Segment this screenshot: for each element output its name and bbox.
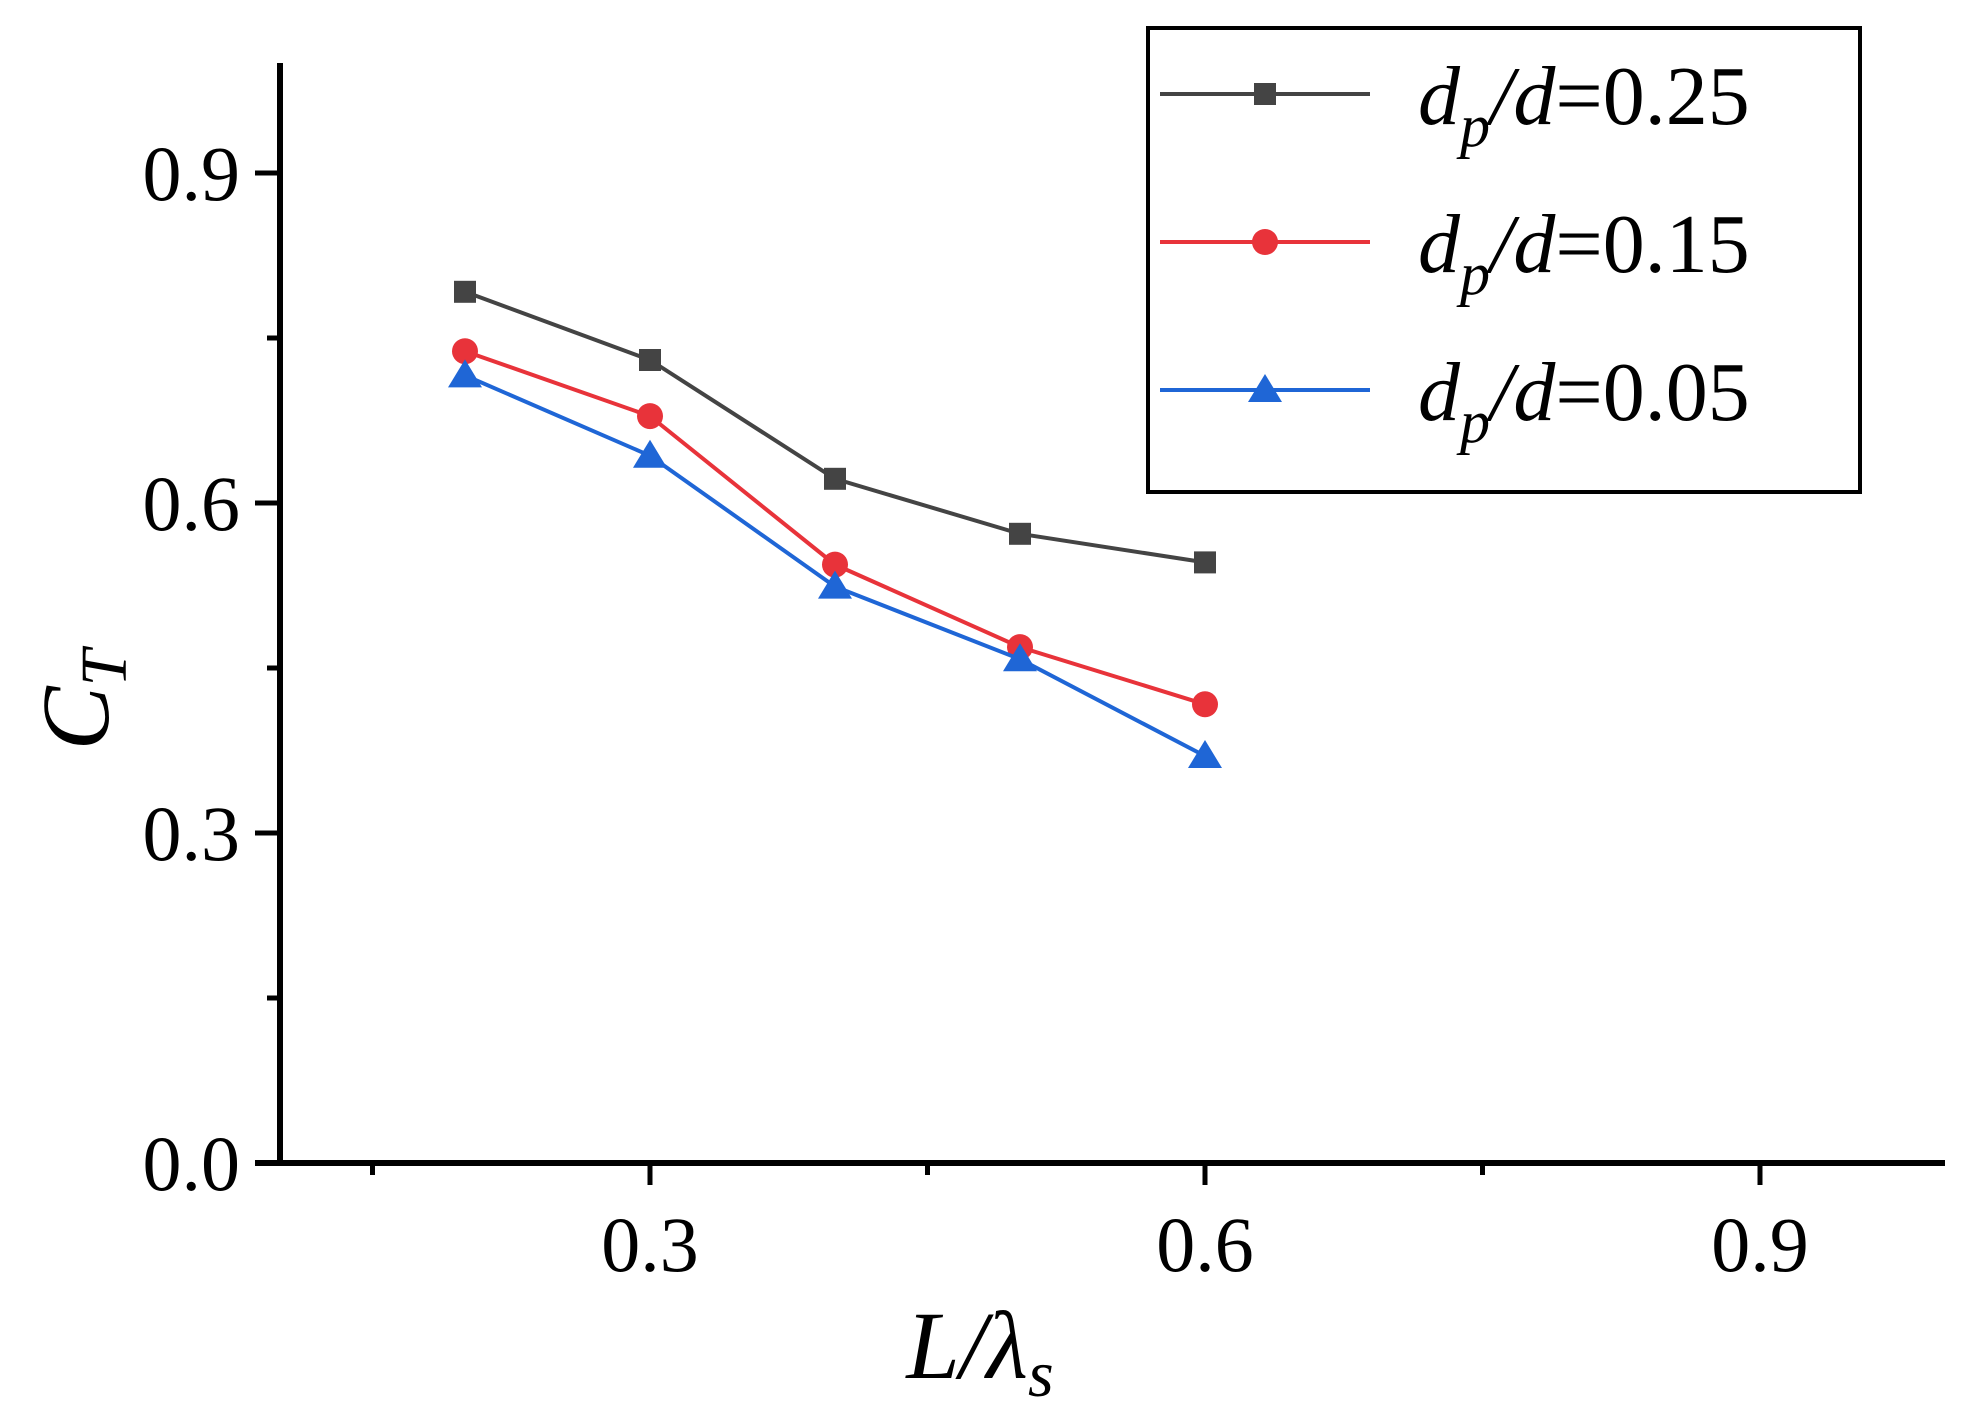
series-dp/d=0.05: [448, 359, 1222, 768]
legend-item: dp/d=0.25: [1160, 50, 1750, 159]
data-point: [818, 570, 852, 599]
legend-var2: d: [1513, 198, 1556, 291]
legend-var: d: [1418, 346, 1461, 439]
data-point: [639, 349, 661, 371]
data-point: [452, 338, 478, 365]
legend-var: d: [1418, 50, 1461, 143]
x-tick-label: 0.6: [1156, 1201, 1254, 1288]
series-line: [464, 349, 1206, 707]
legend-items: dp/d=0.25 dp/d=0.15 dp/d=0.05: [1160, 50, 1750, 455]
series-layer: [448, 280, 1222, 768]
legend-label: dp/d=0.05: [1418, 346, 1750, 455]
legend-var: d: [1418, 198, 1461, 291]
legend-swatch-marker: [1254, 83, 1276, 105]
series-dp/d=0.25: [454, 280, 1216, 574]
legend-sub: p: [1456, 93, 1490, 159]
data-point: [454, 280, 476, 303]
y-axis-title: CT: [22, 645, 141, 750]
legend-var2: d: [1513, 50, 1556, 143]
x-ticks: 0.3 0.6 0.9: [370, 1163, 1809, 1288]
data-point: [1192, 691, 1218, 718]
legend-value: =0.05: [1555, 346, 1749, 439]
legend-var2: d: [1513, 346, 1556, 439]
legend-swatch-marker: [1248, 374, 1282, 402]
legend-item: dp/d=0.05: [1160, 346, 1750, 455]
data-point: [448, 359, 482, 388]
x-tick-label: 0.3: [601, 1201, 699, 1288]
data-point: [824, 467, 846, 490]
data-point: [1194, 551, 1216, 574]
legend: dp/d=0.25 dp/d=0.15 dp/d=0.05: [1146, 26, 1862, 494]
y-ticks: 0.0 0.3 0.6 0.9: [143, 130, 280, 1207]
data-point: [633, 439, 667, 468]
y-tick-label: 0.3: [143, 790, 241, 877]
x-tick-label: 0.9: [1711, 1201, 1809, 1288]
legend-sub: p: [1456, 389, 1490, 455]
y-axis-title-sub: T: [68, 645, 141, 686]
data-point: [1009, 522, 1031, 545]
y-tick-label: 0.6: [143, 460, 241, 547]
series-line: [464, 289, 1206, 565]
legend-box: [1146, 26, 1862, 494]
x-axis-title-main: L/λ: [904, 1292, 1028, 1399]
y-tick-label: 0.0: [143, 1120, 241, 1207]
data-point: [1003, 643, 1037, 672]
data-point: [822, 551, 848, 578]
x-axis-title: L/λs: [904, 1292, 1053, 1411]
legend-value: =0.25: [1555, 50, 1749, 143]
axes: [255, 63, 1945, 1166]
legend-label: dp/d=0.25: [1418, 50, 1750, 159]
data-point: [637, 403, 663, 430]
data-point: [1188, 740, 1222, 768]
legend-value: =0.15: [1555, 198, 1749, 291]
legend-item: dp/d=0.15: [1160, 198, 1750, 307]
legend-label: dp/d=0.15: [1418, 198, 1750, 307]
y-axis-title-main: C: [22, 685, 129, 750]
y-tick-label: 0.9: [143, 130, 241, 217]
legend-swatch-marker: [1252, 229, 1278, 255]
series-dp/d=0.15: [452, 338, 1218, 718]
legend-sub: p: [1456, 241, 1490, 307]
x-axis-title-sub: s: [1028, 1338, 1054, 1411]
